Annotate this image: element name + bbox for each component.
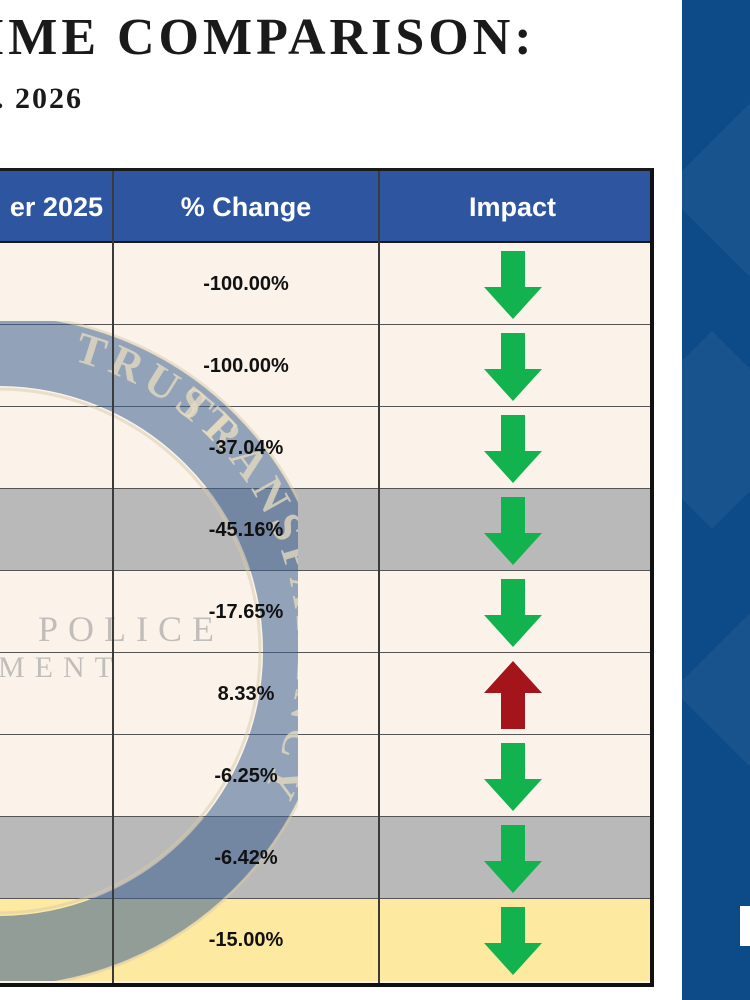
- table-row: -17.65%: [0, 571, 650, 653]
- impact-cell: [379, 243, 646, 325]
- comparison-table: TRUST TRANSPARENCY POLICE MENT er 2025 %…: [0, 168, 654, 987]
- percent-change: -100.00%: [203, 273, 289, 295]
- percent-change: 8.33%: [217, 683, 275, 705]
- table-header: er 2025 % Change Impact: [0, 171, 650, 243]
- percent-change: -100.00%: [203, 355, 289, 377]
- table-row: -45.16%: [0, 489, 650, 571]
- header-change: % Change: [180, 192, 312, 222]
- table-row: 8.33%: [0, 653, 650, 735]
- percent-change: -6.42%: [214, 847, 278, 869]
- percent-change: -45.16%: [208, 519, 284, 541]
- table-row: -6.25%: [0, 735, 650, 817]
- down-arrow-icon: [484, 743, 542, 811]
- header-impact: Impact: [468, 192, 557, 222]
- side-panel: [682, 0, 750, 1000]
- percent-change: -15.00%: [208, 929, 284, 951]
- up-arrow-icon: [484, 661, 542, 729]
- down-arrow-icon: [484, 333, 542, 401]
- percent-change: -37.04%: [208, 437, 284, 459]
- down-arrow-icon: [484, 251, 542, 319]
- impact-cell: [379, 735, 646, 817]
- table-row: -100.00%: [0, 325, 650, 407]
- down-arrow-icon: [484, 579, 542, 647]
- down-arrow-icon: [484, 825, 542, 893]
- table-row: -37.04%: [0, 407, 650, 489]
- down-arrow-icon: [484, 497, 542, 565]
- impact-cell: [379, 407, 646, 489]
- down-arrow-icon: [484, 415, 542, 483]
- column-divider: [378, 171, 380, 983]
- impact-cell: [379, 571, 646, 653]
- side-mark: [740, 906, 750, 946]
- table-total-row: -15.00%: [0, 899, 650, 981]
- table-row: -6.42%: [0, 817, 650, 899]
- impact-cell: [379, 899, 646, 981]
- header-period: er 2025: [9, 192, 103, 222]
- impact-cell: [379, 653, 646, 735]
- percent-change: -17.65%: [208, 601, 284, 623]
- percent-change: -6.25%: [214, 765, 278, 787]
- table-row: -100.00%: [0, 243, 650, 325]
- impact-cell: [379, 489, 646, 571]
- impact-cell: [379, 817, 646, 899]
- impact-cell: [379, 325, 646, 407]
- down-arrow-icon: [484, 907, 542, 975]
